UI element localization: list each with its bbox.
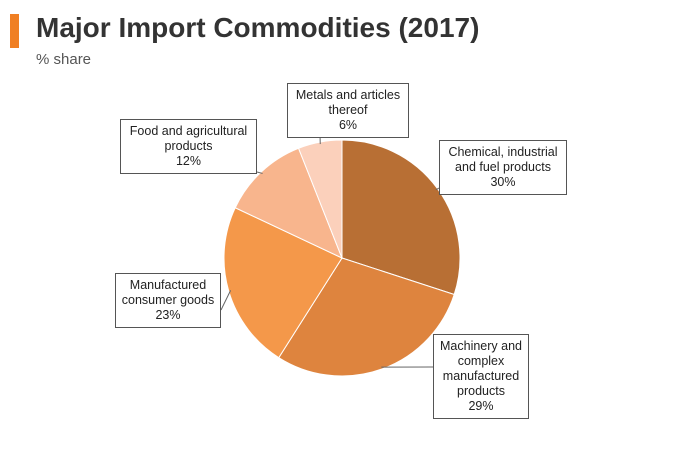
callout-label-line: consumer goods — [121, 293, 215, 307]
callout-value: 23% — [155, 308, 181, 322]
callout-food-products: Food and agricultural products 12% — [120, 119, 257, 174]
slice-machinery-products — [278, 257, 455, 377]
callout-consumer-goods: Manufactured consumer goods 23% — [115, 273, 221, 328]
leader-line — [220, 290, 232, 311]
callout-label-line: products — [457, 384, 505, 398]
callout-label-line: complex — [457, 354, 505, 368]
callout-label-line: and fuel products — [455, 160, 551, 174]
callout-value: 29% — [468, 399, 494, 413]
callout-label-line: Machinery and — [440, 339, 522, 353]
callout-label-line: Chemical, industrial — [448, 145, 558, 159]
callout-machinery-products: Machinery and complex manufactured produ… — [433, 334, 529, 419]
slice-food-products — [234, 147, 343, 259]
leader-line — [435, 187, 440, 191]
leader-line — [256, 171, 263, 174]
callout-label-line: manufactured — [442, 369, 520, 383]
chart-title: Major Import Commodities (2017) — [36, 12, 480, 43]
callout-metals: Metals and articles thereof 6% — [287, 83, 409, 138]
callout-label-line: Metals and articles — [295, 88, 401, 102]
title-accent-bar — [10, 14, 19, 48]
slice-consumer-goods — [223, 207, 343, 359]
chart-subtitle: % share — [36, 51, 92, 68]
callout-value: 12% — [175, 154, 202, 168]
callout-label-line: Food and agricultural — [129, 124, 248, 138]
callout-value: 30% — [490, 175, 516, 189]
callout-label-line: thereof — [328, 103, 368, 117]
callout-label-line: Manufactured — [129, 278, 207, 292]
callout-chemical-products: Chemical, industrial and fuel products 3… — [439, 140, 567, 195]
callout-label-line: products — [164, 139, 213, 153]
callout-value: 6% — [338, 118, 358, 132]
